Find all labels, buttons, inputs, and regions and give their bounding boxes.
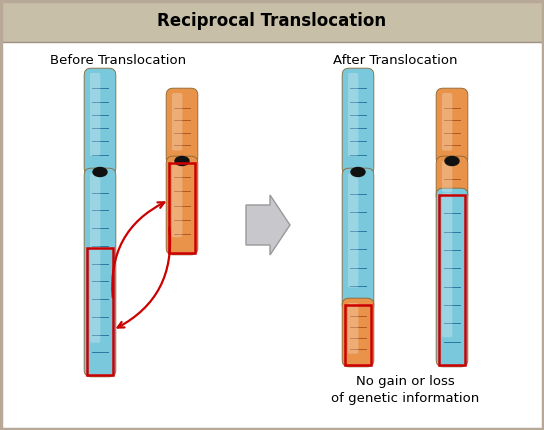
- Ellipse shape: [93, 168, 107, 176]
- Bar: [345, 305, 371, 365]
- Ellipse shape: [175, 157, 189, 166]
- FancyBboxPatch shape: [172, 161, 182, 237]
- FancyBboxPatch shape: [342, 68, 374, 175]
- Bar: [439, 195, 465, 365]
- FancyBboxPatch shape: [90, 173, 100, 343]
- FancyBboxPatch shape: [342, 168, 374, 312]
- Ellipse shape: [351, 168, 365, 176]
- Bar: [87, 248, 113, 375]
- FancyBboxPatch shape: [342, 298, 374, 367]
- FancyBboxPatch shape: [436, 88, 468, 165]
- FancyBboxPatch shape: [172, 93, 182, 150]
- Text: After Translocation: After Translocation: [333, 53, 458, 67]
- Text: Reciprocal Translocation: Reciprocal Translocation: [157, 12, 387, 30]
- FancyBboxPatch shape: [348, 73, 358, 156]
- FancyBboxPatch shape: [436, 156, 468, 202]
- Text: Before Translocation: Before Translocation: [50, 53, 186, 67]
- FancyBboxPatch shape: [166, 156, 198, 255]
- FancyBboxPatch shape: [436, 188, 468, 367]
- FancyBboxPatch shape: [348, 173, 358, 288]
- FancyArrowPatch shape: [118, 228, 170, 328]
- Bar: [169, 163, 195, 253]
- FancyBboxPatch shape: [348, 303, 358, 354]
- FancyBboxPatch shape: [166, 88, 198, 165]
- FancyBboxPatch shape: [442, 193, 453, 337]
- FancyBboxPatch shape: [442, 161, 453, 192]
- Polygon shape: [246, 195, 290, 255]
- FancyBboxPatch shape: [84, 68, 116, 175]
- FancyBboxPatch shape: [84, 168, 116, 377]
- FancyArrowPatch shape: [112, 203, 164, 297]
- FancyBboxPatch shape: [442, 93, 453, 150]
- Ellipse shape: [445, 157, 459, 166]
- Bar: [1, 1, 543, 42]
- FancyBboxPatch shape: [90, 73, 100, 156]
- Text: No gain or loss
of genetic information: No gain or loss of genetic information: [331, 375, 479, 405]
